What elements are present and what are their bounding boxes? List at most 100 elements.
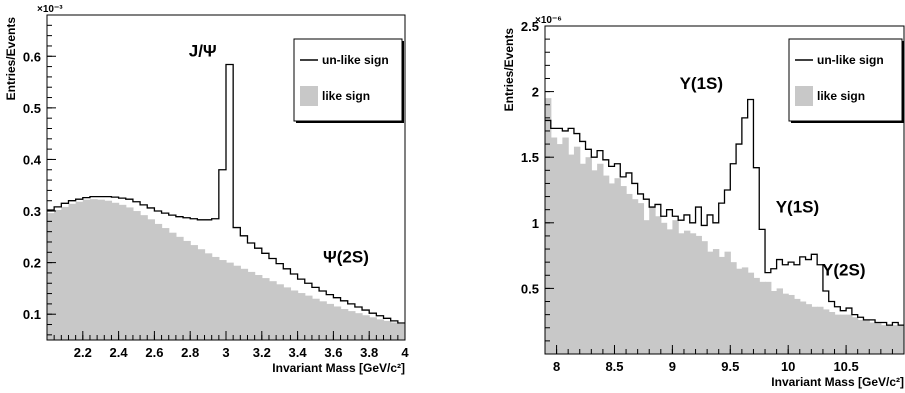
like-sign-bin	[304, 295, 313, 340]
like-sign-bin	[75, 201, 84, 340]
like-sign-bin	[154, 223, 163, 340]
like-sign-bin	[204, 253, 213, 340]
like-sign-bin	[770, 291, 778, 354]
like-sign-bin	[788, 294, 795, 354]
legend-label-unlike: un-like sign	[817, 53, 884, 67]
y-tick-label: 1	[532, 216, 539, 231]
like-sign-bin	[125, 207, 134, 340]
like-sign-bin	[140, 215, 148, 340]
like-sign-bin	[886, 325, 894, 354]
like-sign-bin	[545, 98, 552, 354]
x-axis-title: Invariant Mass [GeV/c²]	[771, 375, 904, 389]
like-sign-bin	[695, 235, 702, 354]
like-sign-bin	[104, 200, 113, 340]
like-sign-bin	[333, 306, 342, 340]
y-axis-title: Entries/Events	[4, 17, 18, 101]
like-sign-bin	[556, 144, 563, 354]
like-sign-bin	[799, 301, 807, 354]
like-sign-bin	[678, 233, 685, 354]
legend-label-like: like sign	[817, 89, 865, 103]
like-sign-bin	[828, 312, 836, 354]
x-tick-label: 2.2	[74, 345, 92, 360]
x-tick-label: 9.5	[721, 359, 739, 374]
like-sign-bin	[276, 284, 284, 340]
x-tick-label: 3	[222, 345, 229, 360]
like-sign-bin	[875, 322, 882, 354]
like-sign-bin	[226, 262, 234, 340]
like-sign-bin	[97, 199, 105, 340]
x-tick-label: 2.8	[181, 345, 199, 360]
like-sign-bin	[776, 288, 783, 354]
like-sign-bin	[132, 211, 141, 340]
like-sign-bin	[240, 268, 249, 340]
like-sign-bin	[660, 222, 668, 354]
like-sign-bin	[573, 146, 581, 354]
peak-annotation: Υ(1S)	[680, 74, 723, 93]
like-sign-bin	[724, 251, 731, 354]
like-sign-bin	[857, 319, 865, 354]
y-tick-label: 0.3	[23, 204, 41, 219]
x-tick-label: 10.5	[833, 359, 858, 374]
legend-label-unlike: un-like sign	[322, 53, 389, 67]
like-sign-bin	[175, 236, 184, 340]
like-sign-bin	[383, 320, 392, 340]
like-sign-bin	[568, 154, 575, 354]
un-like-sign-line	[47, 63, 405, 324]
like-sign-bin	[111, 202, 120, 340]
like-sign-bin	[602, 175, 610, 354]
like-sign-bin	[707, 251, 714, 354]
plot-area	[47, 63, 405, 340]
like-sign-bin	[689, 233, 697, 354]
like-sign-bin	[562, 137, 569, 354]
like-sign-bin	[247, 271, 256, 340]
like-sign-bin	[805, 304, 812, 354]
like-sign-bin	[397, 324, 405, 340]
y-tick-label: 2	[532, 85, 539, 100]
like-sign-bin	[47, 213, 55, 340]
like-sign-bin	[54, 210, 62, 340]
legend-box	[293, 38, 403, 122]
like-sign-bin	[834, 314, 841, 354]
x-tick-label: 4	[401, 345, 409, 360]
like-sign-bin	[620, 186, 627, 354]
x-tick-label: 8	[553, 359, 560, 374]
like-sign-bin	[666, 229, 673, 354]
legend-label-like: like sign	[322, 89, 370, 103]
like-sign-bin	[268, 281, 277, 340]
like-sign-bin	[297, 293, 306, 340]
like-sign-bin	[701, 241, 708, 354]
like-sign-bin	[290, 290, 299, 340]
like-sign-bin	[311, 298, 320, 340]
like-sign-bin	[863, 319, 870, 354]
like-sign-bin	[283, 287, 292, 340]
like-sign-bin	[147, 219, 155, 340]
like-sign-bin	[591, 170, 598, 354]
legend-fill-swatch	[300, 86, 318, 106]
x-tick-label: 2.4	[110, 345, 129, 360]
legend: un-like sign like sign	[293, 38, 404, 123]
like-sign-bin	[89, 199, 98, 340]
x-tick-label: 2.6	[145, 345, 163, 360]
x-axis-title: Invariant Mass [GeV/c²]	[272, 361, 405, 375]
like-sign-bin	[183, 240, 191, 340]
like-sign-bin	[118, 204, 127, 340]
like-sign-bin	[643, 220, 650, 354]
legend-fill-swatch	[795, 86, 813, 106]
like-sign-bin	[362, 315, 370, 340]
like-sign-bin	[655, 216, 662, 354]
plot-frame	[544, 25, 905, 355]
x-tick-label: 8.5	[605, 359, 623, 374]
x-tick-label: 3.4	[289, 345, 308, 360]
un-like-sign-line	[545, 98, 904, 326]
y-axis-title: Entries/Events	[502, 28, 516, 112]
y-tick-label: 0.5	[23, 101, 41, 116]
like-sign-bin	[672, 220, 679, 354]
like-sign-bin	[168, 232, 177, 340]
like-sign-bin	[753, 277, 760, 354]
x-tick-label: 9	[669, 359, 676, 374]
like-sign-bin	[550, 137, 558, 354]
like-sign-bin	[626, 193, 633, 354]
like-sign-bin	[326, 303, 334, 340]
like-sign-bin	[61, 206, 70, 340]
y-tick-label: 0.1	[23, 307, 41, 322]
